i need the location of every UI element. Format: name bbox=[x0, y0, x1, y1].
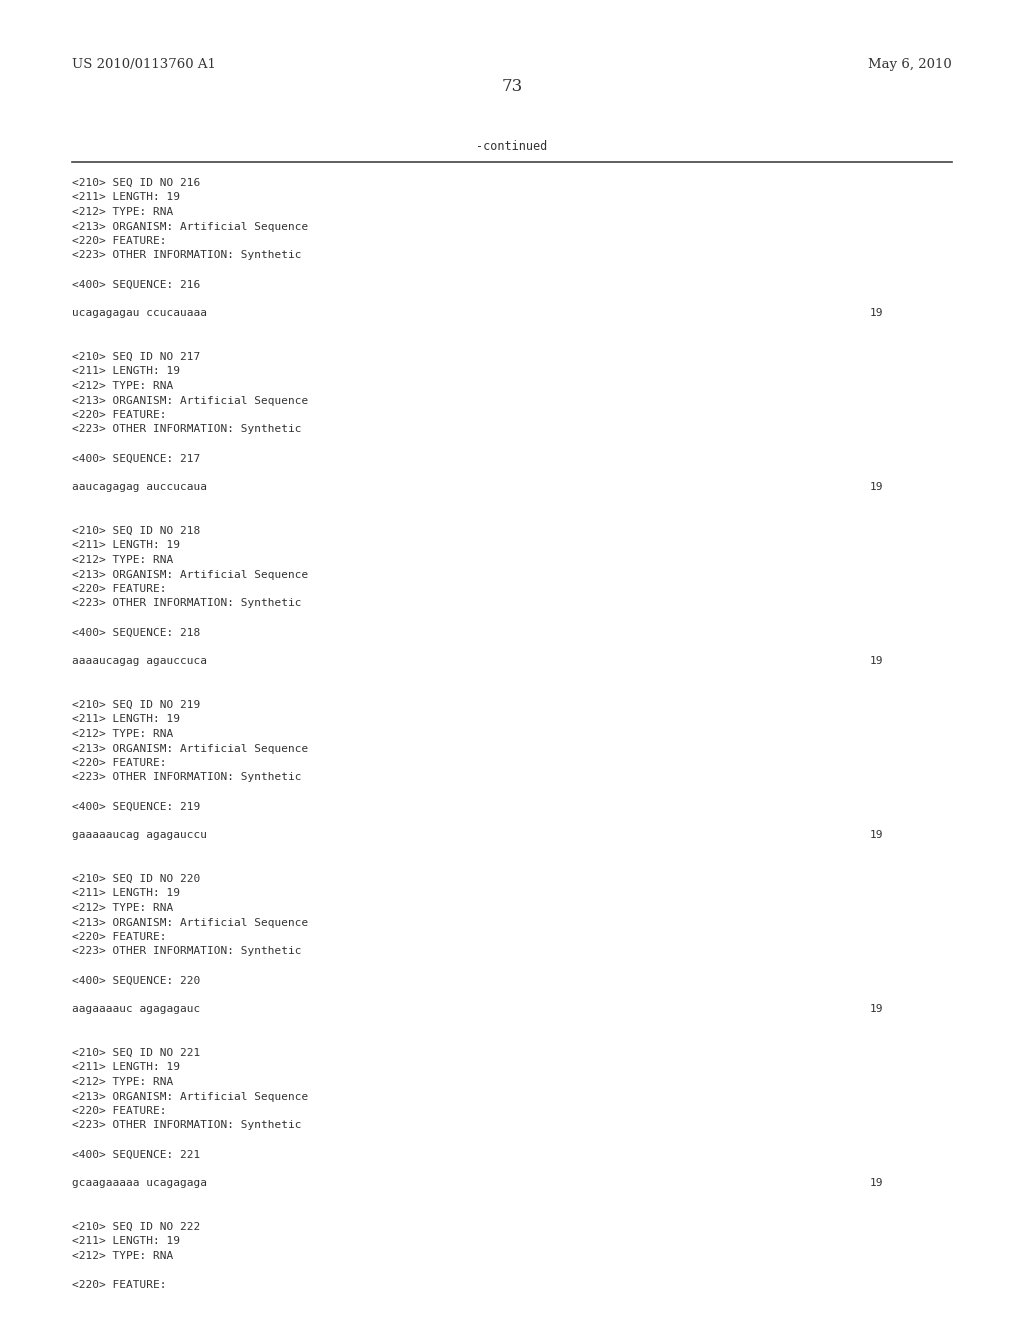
Text: <220> FEATURE:: <220> FEATURE: bbox=[72, 411, 167, 420]
Text: <223> OTHER INFORMATION: Synthetic: <223> OTHER INFORMATION: Synthetic bbox=[72, 425, 301, 434]
Text: 73: 73 bbox=[502, 78, 522, 95]
Text: <212> TYPE: RNA: <212> TYPE: RNA bbox=[72, 1077, 173, 1086]
Text: <210> SEQ ID NO 221: <210> SEQ ID NO 221 bbox=[72, 1048, 201, 1059]
Text: US 2010/0113760 A1: US 2010/0113760 A1 bbox=[72, 58, 216, 71]
Text: <210> SEQ ID NO 222: <210> SEQ ID NO 222 bbox=[72, 1222, 201, 1232]
Text: <210> SEQ ID NO 218: <210> SEQ ID NO 218 bbox=[72, 525, 201, 536]
Text: <223> OTHER INFORMATION: Synthetic: <223> OTHER INFORMATION: Synthetic bbox=[72, 598, 301, 609]
Text: <212> TYPE: RNA: <212> TYPE: RNA bbox=[72, 729, 173, 739]
Text: 19: 19 bbox=[870, 483, 884, 492]
Text: <400> SEQUENCE: 217: <400> SEQUENCE: 217 bbox=[72, 454, 201, 463]
Text: -continued: -continued bbox=[476, 140, 548, 153]
Text: <213> ORGANISM: Artificial Sequence: <213> ORGANISM: Artificial Sequence bbox=[72, 396, 308, 405]
Text: <223> OTHER INFORMATION: Synthetic: <223> OTHER INFORMATION: Synthetic bbox=[72, 251, 301, 260]
Text: aagaaaauc agagagauc: aagaaaauc agagagauc bbox=[72, 1005, 201, 1015]
Text: <212> TYPE: RNA: <212> TYPE: RNA bbox=[72, 1251, 173, 1261]
Text: <220> FEATURE:: <220> FEATURE: bbox=[72, 1106, 167, 1115]
Text: <223> OTHER INFORMATION: Synthetic: <223> OTHER INFORMATION: Synthetic bbox=[72, 946, 301, 957]
Text: <210> SEQ ID NO 219: <210> SEQ ID NO 219 bbox=[72, 700, 201, 710]
Text: gaaaaaucag agagauccu: gaaaaaucag agagauccu bbox=[72, 830, 207, 841]
Text: <220> FEATURE:: <220> FEATURE: bbox=[72, 1280, 167, 1290]
Text: aaaaucagag agauccuca: aaaaucagag agauccuca bbox=[72, 656, 207, 667]
Text: <212> TYPE: RNA: <212> TYPE: RNA bbox=[72, 381, 173, 391]
Text: <211> LENGTH: 19: <211> LENGTH: 19 bbox=[72, 1063, 180, 1072]
Text: gcaagaaaaa ucagagaga: gcaagaaaaa ucagagaga bbox=[72, 1179, 207, 1188]
Text: aaucagagag auccucaua: aaucagagag auccucaua bbox=[72, 483, 207, 492]
Text: <400> SEQUENCE: 216: <400> SEQUENCE: 216 bbox=[72, 280, 201, 289]
Text: <211> LENGTH: 19: <211> LENGTH: 19 bbox=[72, 193, 180, 202]
Text: <211> LENGTH: 19: <211> LENGTH: 19 bbox=[72, 540, 180, 550]
Text: 19: 19 bbox=[870, 830, 884, 841]
Text: <400> SEQUENCE: 221: <400> SEQUENCE: 221 bbox=[72, 1150, 201, 1159]
Text: <213> ORGANISM: Artificial Sequence: <213> ORGANISM: Artificial Sequence bbox=[72, 743, 308, 754]
Text: May 6, 2010: May 6, 2010 bbox=[868, 58, 952, 71]
Text: ucagagagau ccucauaaa: ucagagagau ccucauaaa bbox=[72, 309, 207, 318]
Text: <400> SEQUENCE: 220: <400> SEQUENCE: 220 bbox=[72, 975, 201, 986]
Text: <220> FEATURE:: <220> FEATURE: bbox=[72, 932, 167, 942]
Text: <213> ORGANISM: Artificial Sequence: <213> ORGANISM: Artificial Sequence bbox=[72, 1092, 308, 1101]
Text: <211> LENGTH: 19: <211> LENGTH: 19 bbox=[72, 888, 180, 899]
Text: <213> ORGANISM: Artificial Sequence: <213> ORGANISM: Artificial Sequence bbox=[72, 917, 308, 928]
Text: 19: 19 bbox=[870, 309, 884, 318]
Text: <223> OTHER INFORMATION: Synthetic: <223> OTHER INFORMATION: Synthetic bbox=[72, 1121, 301, 1130]
Text: 19: 19 bbox=[870, 1179, 884, 1188]
Text: <211> LENGTH: 19: <211> LENGTH: 19 bbox=[72, 1237, 180, 1246]
Text: <400> SEQUENCE: 219: <400> SEQUENCE: 219 bbox=[72, 801, 201, 812]
Text: <211> LENGTH: 19: <211> LENGTH: 19 bbox=[72, 367, 180, 376]
Text: <212> TYPE: RNA: <212> TYPE: RNA bbox=[72, 903, 173, 913]
Text: <212> TYPE: RNA: <212> TYPE: RNA bbox=[72, 207, 173, 216]
Text: <220> FEATURE:: <220> FEATURE: bbox=[72, 583, 167, 594]
Text: <210> SEQ ID NO 220: <210> SEQ ID NO 220 bbox=[72, 874, 201, 884]
Text: 19: 19 bbox=[870, 656, 884, 667]
Text: <212> TYPE: RNA: <212> TYPE: RNA bbox=[72, 554, 173, 565]
Text: <220> FEATURE:: <220> FEATURE: bbox=[72, 758, 167, 768]
Text: <223> OTHER INFORMATION: Synthetic: <223> OTHER INFORMATION: Synthetic bbox=[72, 772, 301, 783]
Text: <213> ORGANISM: Artificial Sequence: <213> ORGANISM: Artificial Sequence bbox=[72, 569, 308, 579]
Text: <210> SEQ ID NO 216: <210> SEQ ID NO 216 bbox=[72, 178, 201, 187]
Text: <400> SEQUENCE: 218: <400> SEQUENCE: 218 bbox=[72, 627, 201, 638]
Text: <210> SEQ ID NO 217: <210> SEQ ID NO 217 bbox=[72, 352, 201, 362]
Text: <213> ORGANISM: Artificial Sequence: <213> ORGANISM: Artificial Sequence bbox=[72, 222, 308, 231]
Text: 19: 19 bbox=[870, 1005, 884, 1015]
Text: <220> FEATURE:: <220> FEATURE: bbox=[72, 236, 167, 246]
Text: <211> LENGTH: 19: <211> LENGTH: 19 bbox=[72, 714, 180, 725]
